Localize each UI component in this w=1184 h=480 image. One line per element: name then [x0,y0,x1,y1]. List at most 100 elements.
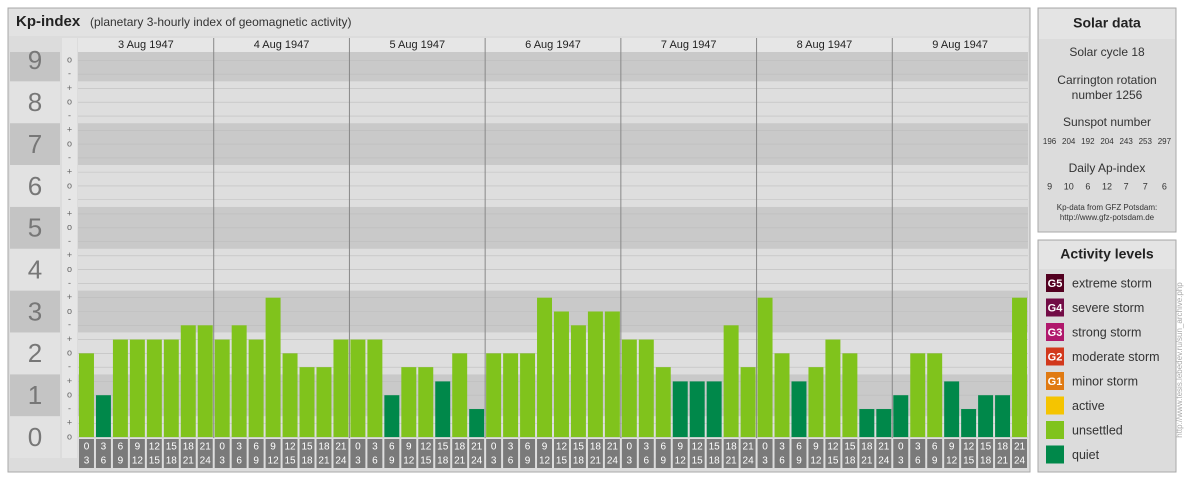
hour-end: 12 [268,456,280,467]
hour-start: 0 [219,442,225,453]
bar [95,395,111,438]
hour-box [129,439,145,468]
hour-end: 18 [166,456,178,467]
hour-box [537,439,552,468]
bar [112,339,128,438]
hour-end: 24 [200,456,212,467]
hour-start: 15 [709,442,721,453]
carrington: number 1256 [1072,88,1143,102]
bar [214,339,230,438]
hour-end: 3 [219,456,225,467]
sunspot-value: 196 [1043,137,1057,146]
hour-start: 18 [454,442,466,453]
y-tick-label: 9 [28,45,42,75]
minor-tick-label: - [68,69,71,79]
hour-box [333,439,349,468]
hour-start: 9 [813,442,819,453]
level-swatch [1046,396,1064,415]
hour-start: 12 [149,442,161,453]
hour-box [299,439,315,468]
hour-start: 18 [861,442,873,453]
minor-tick-label: o [67,431,72,441]
hour-end: 3 [762,456,768,467]
hour-box [79,439,94,468]
hour-end: 12 [810,456,822,467]
hour-end: 9 [118,456,124,467]
chart-subtitle: (planetary 3-hourly index of geomagnetic… [90,15,351,29]
bar [859,409,875,438]
hour-start: 0 [898,442,904,453]
y-tick-label: 7 [28,129,42,159]
level-swatch [1046,298,1064,317]
level-badge: G2 [1048,351,1063,363]
hour-box [163,439,179,468]
hour-start: 18 [183,442,195,453]
hour-end: 21 [183,456,195,467]
level-badge: G1 [1048,376,1063,388]
level-swatch [1046,445,1064,464]
bar [995,395,1011,438]
hour-end: 15 [420,456,432,467]
bar [604,311,620,438]
sunspot-value: 192 [1081,137,1095,146]
hour-end: 15 [284,456,296,467]
levels-title: Activity levels [1060,246,1154,262]
bar [79,353,94,438]
ap-value: 6 [1085,181,1090,191]
minor-tick-label: - [68,110,71,120]
hour-end: 9 [660,456,666,467]
hour-end: 6 [915,456,921,467]
day-label: 6 Aug 1947 [525,39,581,51]
hour-start: 9 [542,442,548,453]
bar [808,367,824,438]
hour-box [401,439,417,468]
hour-start: 9 [677,442,683,453]
bar [825,339,841,438]
hour-end: 12 [675,456,687,467]
hour-box [655,439,671,468]
hour-end: 3 [84,456,90,467]
hour-end: 18 [980,456,992,467]
hour-box [791,439,807,468]
bar [740,367,756,438]
hour-box [95,439,111,468]
minor-tick-label: + [67,83,72,93]
kp-label-band [10,165,60,207]
bar [418,367,434,438]
y-tick-label: 3 [28,296,42,326]
day-label: 5 Aug 1947 [389,39,445,51]
minor-tick-label: o [67,348,72,358]
minor-tick-label: o [67,180,72,190]
hour-box [503,439,519,468]
hour-end: 3 [355,456,361,467]
hour-end: 6 [236,456,242,467]
bar [706,381,722,438]
kp-label-band [10,290,60,333]
bar [265,297,281,438]
bar [689,381,705,438]
bar [486,353,502,438]
bar [757,297,773,438]
hour-start: 6 [389,442,395,453]
y-tick-label: 5 [28,213,42,243]
hour-box [808,439,824,468]
hour-box [418,439,434,468]
hour-end: 24 [1014,456,1026,467]
kp-label-band [10,81,60,124]
ap-value: 6 [1162,181,1167,191]
bar [978,395,994,438]
hour-end: 15 [556,456,568,467]
minor-tick-label: o [67,390,72,400]
hour-start: 9 [949,442,955,453]
day-label: 3 Aug 1947 [118,39,174,51]
level-swatch [1046,274,1064,292]
hour-box [146,439,162,468]
hour-box [995,439,1011,468]
solar-cycle: Solar cycle 18 [1069,45,1145,59]
hour-end: 21 [590,456,602,467]
hour-box [893,439,909,468]
title-bar [9,9,1029,36]
hour-box [740,439,756,468]
hour-box [842,439,858,468]
sunspot-value: 297 [1158,137,1172,146]
